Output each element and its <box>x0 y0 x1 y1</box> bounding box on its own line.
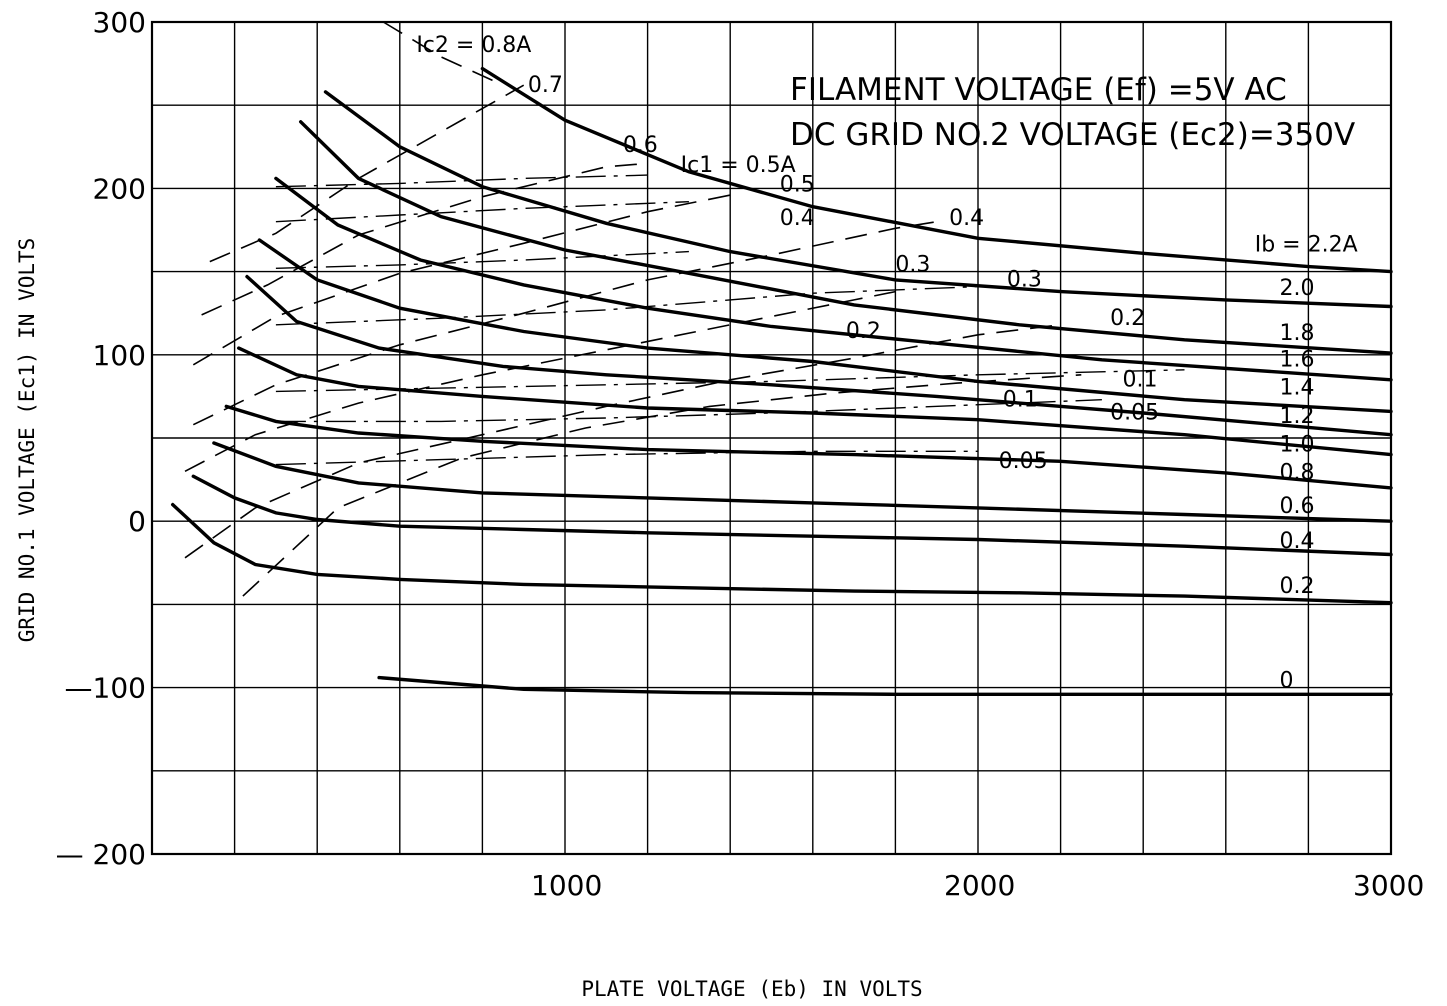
curve-label: 1.4 <box>1279 376 1314 401</box>
ib-plate-current-curves <box>171 66 1393 696</box>
curve-label: 2.0 <box>1279 276 1314 301</box>
curve-labels: Ic2 = 0.8A 0.7 0.6 Ic1 = 0.5A0.5 0.4 0.3 0.4 0.… <box>416 33 1357 694</box>
x-tick-label: 2000 <box>944 869 1015 902</box>
ib-curve <box>191 474 1393 557</box>
y-tick-label: 300 <box>93 6 146 39</box>
ib-curve <box>480 66 1393 274</box>
x-tick-label: 3000 <box>1353 869 1424 902</box>
ic2-curve <box>382 21 504 86</box>
curve-label: 0.2 <box>846 319 881 344</box>
curve-label: 1.2 <box>1279 404 1314 429</box>
plot-frame <box>150 20 1393 856</box>
ib-curve <box>323 90 1393 309</box>
curve-label: 1.0 <box>1279 432 1314 457</box>
y-tick-label: —100 <box>65 672 146 705</box>
curve-label: Ic2 = 0.8A <box>416 33 531 58</box>
ic1-curve <box>275 369 1185 393</box>
ib-curve <box>245 274 1393 437</box>
y-axis-title: GRID NO.1 VOLTAGE (Ec1) IN VOLTS <box>15 238 39 643</box>
y-tick-label: 100 <box>93 339 146 372</box>
ib-curve <box>224 404 1393 490</box>
curve-label: 0.4 <box>780 206 815 231</box>
curve-label: 0.05 <box>1110 401 1159 426</box>
curve-label: 0.8 <box>1279 461 1314 486</box>
ic1-curve <box>275 250 689 269</box>
ic1-curve <box>275 201 689 223</box>
curve-label: 1.6 <box>1279 347 1314 372</box>
ic2-dashed-curves <box>184 21 1082 597</box>
ic2-curve <box>184 290 896 473</box>
ic2-curve <box>201 162 648 316</box>
ic2-curve <box>184 324 1061 559</box>
ic2-curve <box>209 84 525 263</box>
ib-curve <box>237 346 1393 457</box>
curve-label: 0.3 <box>895 253 930 278</box>
curve-label: 0.2 <box>1110 306 1145 331</box>
curve-label: 0.5 <box>780 173 815 198</box>
ic2-curve <box>192 194 731 366</box>
curve-label: 0.4 <box>949 206 984 231</box>
y-tick-label: — 200 <box>56 838 146 871</box>
grid2-voltage-note: DC GRID NO.2 VOLTAGE (Ec2)=350V <box>790 117 1355 153</box>
curve-label: 0.1 <box>1003 387 1038 412</box>
curve-label: Ic1 = 0.5A <box>681 153 796 178</box>
curve-label: Ib = 2.2A <box>1255 233 1358 258</box>
curve-label: 0.6 <box>623 133 658 158</box>
ib-curve <box>299 120 1393 355</box>
curve-label: 0.05 <box>999 449 1048 474</box>
curve-label: 0.6 <box>1279 494 1314 519</box>
ib-curve <box>377 675 1393 696</box>
curve-label: 0 <box>1279 669 1293 694</box>
curve-label: 1.8 <box>1279 321 1314 346</box>
ib-curve <box>274 176 1393 382</box>
curve-label: 0.3 <box>1007 268 1042 293</box>
curve-label: 0.4 <box>1279 529 1314 554</box>
y-tick-label: 0 <box>128 505 146 538</box>
ib-curve <box>212 441 1393 523</box>
x-tick-label: 1000 <box>531 869 602 902</box>
ib-curve <box>257 238 1393 414</box>
ic1-curve <box>275 174 648 188</box>
curve-label: 0.7 <box>528 73 563 98</box>
ic1-dashdot-curves <box>275 174 1185 466</box>
ib-curve <box>171 502 1393 605</box>
ic1-curve <box>275 285 979 326</box>
filament-voltage-note: FILAMENT VOLTAGE (Ef) =5V AC <box>790 72 1287 108</box>
ic1-curve <box>275 450 978 466</box>
curve-label: 0.2 <box>1279 574 1314 599</box>
x-axis-title: PLATE VOLTAGE (Eb) IN VOLTS <box>581 977 922 1001</box>
ic1-curve <box>275 399 1102 423</box>
curve-label: 0.1 <box>1123 367 1158 392</box>
y-tick-label: 200 <box>93 172 146 205</box>
